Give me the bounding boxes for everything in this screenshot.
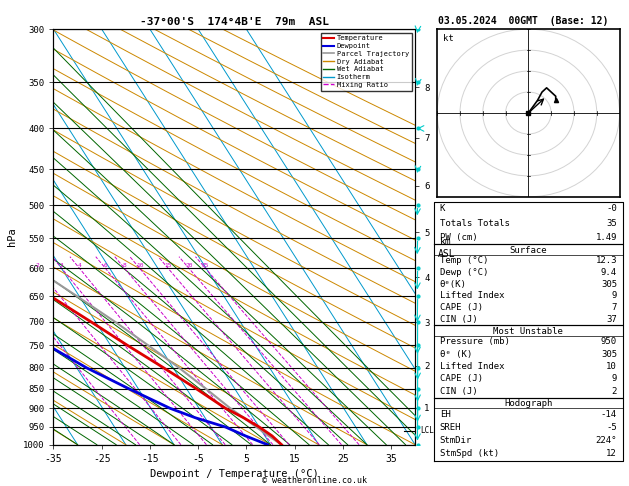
Text: 305: 305 (601, 349, 617, 359)
Text: 35: 35 (606, 219, 617, 227)
Text: 2: 2 (611, 387, 617, 396)
Text: CIN (J): CIN (J) (440, 387, 477, 396)
Text: 10: 10 (136, 263, 143, 268)
Text: 12.3: 12.3 (596, 256, 617, 265)
Text: 6: 6 (104, 263, 108, 268)
Text: 10: 10 (606, 362, 617, 371)
Text: -0: -0 (606, 205, 617, 213)
Text: 12: 12 (606, 450, 617, 458)
Text: kt: kt (443, 34, 454, 43)
Text: StmDir: StmDir (440, 436, 472, 445)
Y-axis label: km
ASL: km ASL (437, 237, 455, 259)
Legend: Temperature, Dewpoint, Parcel Trajectory, Dry Adiabat, Wet Adiabat, Isotherm, Mi: Temperature, Dewpoint, Parcel Trajectory… (321, 33, 411, 90)
Text: SREH: SREH (440, 423, 461, 432)
Text: 2: 2 (36, 263, 40, 268)
Text: EH: EH (440, 410, 450, 419)
Text: StmSpd (kt): StmSpd (kt) (440, 450, 499, 458)
X-axis label: Dewpoint / Temperature (°C): Dewpoint / Temperature (°C) (150, 469, 319, 479)
Text: θᵉ (K): θᵉ (K) (440, 349, 472, 359)
Text: 224°: 224° (596, 436, 617, 445)
Y-axis label: hPa: hPa (8, 227, 18, 246)
Text: 305: 305 (601, 279, 617, 289)
Text: Dewp (°C): Dewp (°C) (440, 268, 488, 277)
Title: -37°00'S  174°4B'E  79m  ASL: -37°00'S 174°4B'E 79m ASL (140, 17, 329, 27)
Text: Most Unstable: Most Unstable (493, 327, 564, 336)
Text: Pressure (mb): Pressure (mb) (440, 337, 509, 346)
Text: 9.4: 9.4 (601, 268, 617, 277)
Text: -5: -5 (606, 423, 617, 432)
Text: Totals Totals: Totals Totals (440, 219, 509, 227)
Text: 8: 8 (123, 263, 126, 268)
Text: Hodograph: Hodograph (504, 399, 552, 408)
Text: 3: 3 (60, 263, 64, 268)
Text: 950: 950 (601, 337, 617, 346)
Text: -14: -14 (601, 410, 617, 419)
Text: © weatheronline.co.uk: © weatheronline.co.uk (262, 475, 367, 485)
Text: CAPE (J): CAPE (J) (440, 374, 482, 383)
Text: Temp (°C): Temp (°C) (440, 256, 488, 265)
Text: θᵉ(K): θᵉ(K) (440, 279, 467, 289)
Text: 9: 9 (611, 374, 617, 383)
Text: K: K (440, 205, 445, 213)
Text: 37: 37 (606, 315, 617, 324)
Text: Lifted Index: Lifted Index (440, 291, 504, 300)
Text: 7: 7 (611, 303, 617, 312)
Text: 4: 4 (77, 263, 81, 268)
Text: 20: 20 (186, 263, 192, 268)
Text: LCL: LCL (421, 426, 435, 435)
Text: 03.05.2024  00GMT  (Base: 12): 03.05.2024 00GMT (Base: 12) (438, 16, 608, 26)
Text: 15: 15 (164, 263, 172, 268)
Text: Surface: Surface (509, 245, 547, 255)
Text: Lifted Index: Lifted Index (440, 362, 504, 371)
Text: CAPE (J): CAPE (J) (440, 303, 482, 312)
Text: 1.49: 1.49 (596, 233, 617, 242)
Text: CIN (J): CIN (J) (440, 315, 477, 324)
Text: 25: 25 (202, 263, 209, 268)
Text: 9: 9 (611, 291, 617, 300)
Text: PW (cm): PW (cm) (440, 233, 477, 242)
